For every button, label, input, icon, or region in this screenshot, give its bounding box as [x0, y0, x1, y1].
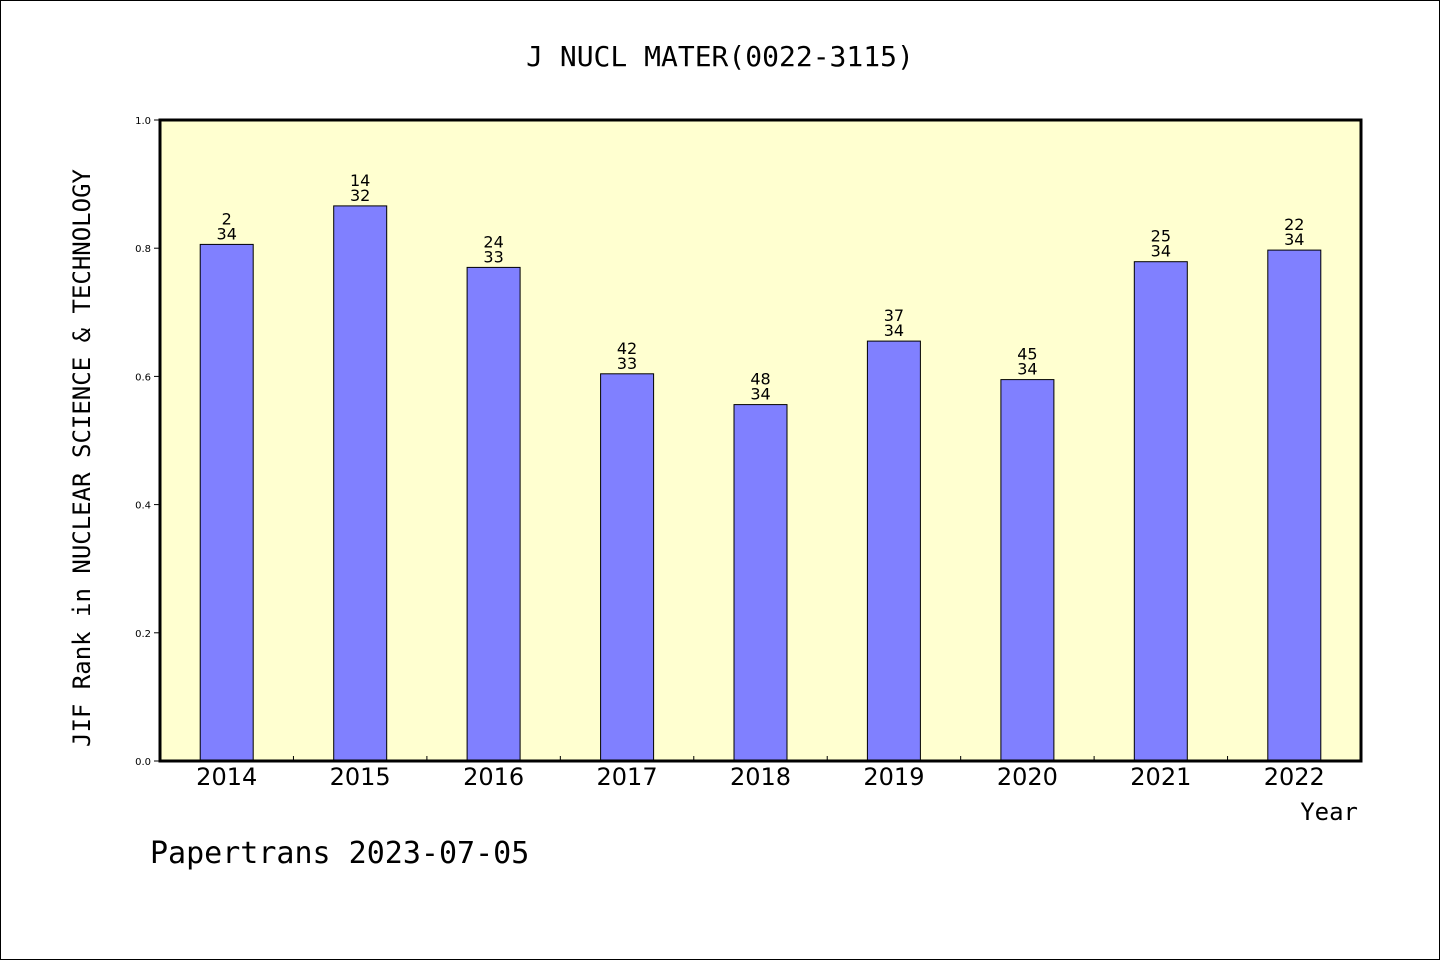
chart-title: J NUCL MATER(0022-3115) [526, 40, 914, 73]
rank-label-2014: 2 [222, 209, 232, 228]
x-axis-ticks: 2014 2015 2016 2017 2018 2019 2020 2021 2022 [196, 756, 1325, 791]
y-tick-label: 0.6 [135, 372, 151, 383]
rank-label-2020: 45 [1017, 345, 1037, 364]
x-tick-label-2017: 2017 [597, 763, 658, 791]
rank-label-2019: 37 [884, 306, 904, 325]
rank-total-2020: 34 [1017, 360, 1037, 379]
y-tick-label: 0.0 [135, 757, 151, 768]
rank-label-2017: 42 [617, 339, 637, 358]
rank-label-2022: 22 [1284, 215, 1304, 234]
bar-2014 [199, 243, 254, 762]
y-tick-label: 0.2 [135, 629, 151, 640]
bar-2017 [600, 373, 655, 762]
x-tick-label-2016: 2016 [463, 763, 524, 791]
x-tick-label-2020: 2020 [997, 763, 1058, 791]
bar-2018 [733, 404, 788, 762]
x-tick-label-2022: 2022 [1264, 763, 1325, 791]
y-tick-label: 0.8 [135, 244, 151, 255]
bar-2022 [1267, 249, 1322, 762]
x-tick-label-2018: 2018 [730, 763, 791, 791]
rank-total-2015: 32 [350, 186, 370, 205]
bar-2020 [1000, 379, 1055, 762]
x-tick-label-2019: 2019 [863, 763, 924, 791]
rank-total-2019: 34 [884, 321, 904, 340]
rank-label-2015: 14 [350, 171, 370, 190]
rank-total-2014: 34 [217, 224, 237, 243]
bar-2015 [333, 205, 388, 762]
x-tick-label-2015: 2015 [330, 763, 391, 791]
plot-border [158, 118, 1363, 763]
y-axis-label: JIF Rank in NUCLEAR SCIENCE & TECHNOLOGY [68, 168, 96, 747]
x-tick-label-2014: 2014 [196, 763, 257, 791]
y-tick-label: 1.0 [135, 116, 151, 127]
bar-2016 [466, 266, 521, 762]
x-tick-label-2021: 2021 [1130, 763, 1191, 791]
y-axis-ticks: 0.0 0.2 0.4 0.6 0.8 1.0 [135, 116, 160, 768]
bars-group [199, 205, 1322, 762]
rank-total-2021: 34 [1151, 242, 1171, 261]
bar-2019 [866, 340, 921, 762]
rank-label-2021: 25 [1151, 227, 1171, 246]
y-tick-label: 0.4 [135, 501, 151, 512]
rank-total-2017: 33 [617, 354, 637, 373]
rank-total-2022: 34 [1284, 230, 1304, 249]
rank-label-2018: 48 [750, 370, 770, 389]
x-axis-label: Year [1300, 798, 1358, 826]
rank-label-2016: 24 [483, 232, 503, 251]
rank-total-2018: 34 [750, 385, 770, 404]
bar-2021 [1133, 261, 1188, 762]
rank-total-2016: 33 [483, 247, 503, 266]
footer-credit: Papertrans 2023-07-05 [150, 836, 529, 871]
